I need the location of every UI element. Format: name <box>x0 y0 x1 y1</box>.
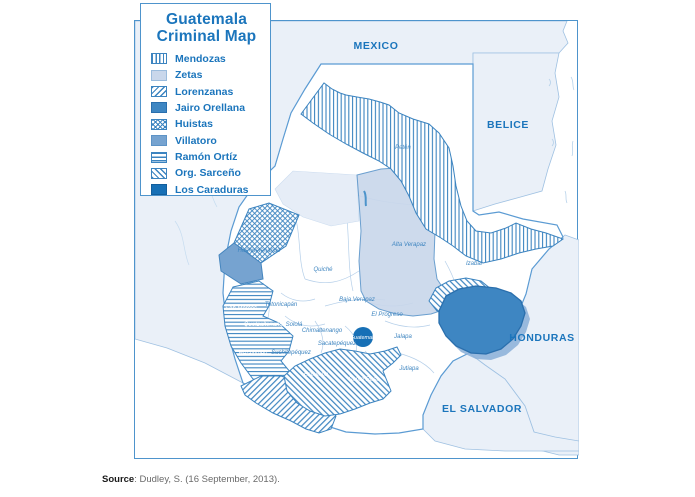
dept-label-alta-verapaz: Alta Verapaz <box>391 242 426 248</box>
ramon-ortiz-swatch-icon <box>151 151 167 163</box>
dept-label-el-progreso: El Progreso <box>371 312 403 318</box>
legend-item-lorenzanas: Lorenzanas <box>151 86 262 98</box>
source-text: : Dudley, S. (16 September, 2013). <box>134 474 280 485</box>
dept-label-chimaltenango: Chimaltenango <box>302 328 343 334</box>
dept-label-sacatepequez: Sacatepéquez <box>318 341 356 347</box>
mendozas-swatch-icon <box>151 53 167 65</box>
country-label-mexico: MEXICO <box>353 40 398 52</box>
legend-title-line1: Guatemala <box>165 11 248 28</box>
dept-label-retalhuleu: Retalhuleu <box>239 351 268 357</box>
legend-item-ramon-ortiz: Ramón Ortíz <box>151 151 262 163</box>
legend-item-label: Jairo Orellana <box>175 101 246 114</box>
territory-mendozas <box>300 82 565 264</box>
legend-item-label: Ramón Ortíz <box>175 151 238 164</box>
country-label-el-salvador: EL SALVADOR <box>442 403 522 415</box>
legend-item-label: Los Caraduras <box>175 183 249 196</box>
legend-item-label: Zetas <box>175 69 203 82</box>
legend-item-org-sarceno: Org. Sarceño <box>151 167 262 179</box>
legend-item-label: Org. Sarceño <box>175 167 241 180</box>
territory-jairo-orellana <box>438 285 526 355</box>
legend-item-huistas: Huistas <box>151 118 262 130</box>
zetas-swatch-icon <box>151 69 167 81</box>
org-sarceno-swatch-icon <box>151 167 167 179</box>
dept-label-huehuetenango: Huehuetenango <box>238 248 281 254</box>
dept-label-jalapa: Jalapa <box>393 334 412 340</box>
legend-item-label: Mendozas <box>175 52 226 65</box>
source-label: Source <box>102 474 135 485</box>
legend-title-line2: Criminal Map <box>156 28 257 46</box>
country-label-honduras: HONDURAS <box>509 332 574 344</box>
dept-label-guatemala: Guatemala <box>350 335 376 341</box>
jairo-orellana-swatch-icon <box>151 102 167 114</box>
lorenzanas-swatch-icon <box>151 86 167 97</box>
territory-villatoro <box>218 242 264 285</box>
dept-label-izabal: Izabal <box>466 261 483 267</box>
dept-label-baja-verapaz: Baja Verapaz <box>339 297 375 303</box>
region-belize <box>472 52 560 212</box>
legend: Guatemala Criminal Map Mendozas Zetas Lo… <box>140 3 271 196</box>
country-label-belize: BELICE <box>487 119 529 131</box>
dept-label-totonicapan: Totonicapán <box>265 302 298 308</box>
caribbean-islands <box>548 76 575 204</box>
legend-title: Guatemala Criminal Map <box>151 11 262 46</box>
territory-los-caraduras <box>353 327 373 347</box>
dept-label-escuintla: Escuintla <box>304 372 329 378</box>
legend-item-label: Lorenzanas <box>175 85 234 98</box>
dept-label-santa-rosa: Santa Rosa <box>348 377 380 383</box>
legend-item-jairo-orellana: Jairo Orellana <box>151 102 262 114</box>
dept-label-solola: Sololá <box>286 322 303 328</box>
legend-item-zetas: Zetas <box>151 69 262 81</box>
huistas-swatch-icon <box>151 118 167 130</box>
river-mark <box>363 190 367 207</box>
territory-lorenzanas-coast <box>283 346 402 417</box>
territory-zetas-west-strip <box>274 170 360 227</box>
los-caraduras-swatch-icon <box>151 184 167 196</box>
legend-item-label: Huistas <box>175 118 213 131</box>
dept-label-san-marcos: San Marcos <box>225 306 257 312</box>
legend-item-los-caraduras: Los Caraduras <box>151 184 262 196</box>
dept-label-quiche: Quiché <box>313 267 333 273</box>
dept-label-suchitepequez: Suchitepéquez <box>271 350 311 356</box>
dept-label-quetzaltenango: Quetzaltenango <box>244 322 287 328</box>
dept-label-peten: Petén <box>395 145 411 151</box>
villatoro-swatch-icon <box>151 135 167 147</box>
legend-item-villatoro: Villatoro <box>151 135 262 147</box>
source-line: Source: Dudley, S. (16 September, 2013). <box>102 474 280 485</box>
legend-item-mendozas: Mendozas <box>151 53 262 65</box>
dept-label-jutiapa: Jutiapa <box>398 366 419 372</box>
legend-item-label: Villatoro <box>175 134 217 147</box>
